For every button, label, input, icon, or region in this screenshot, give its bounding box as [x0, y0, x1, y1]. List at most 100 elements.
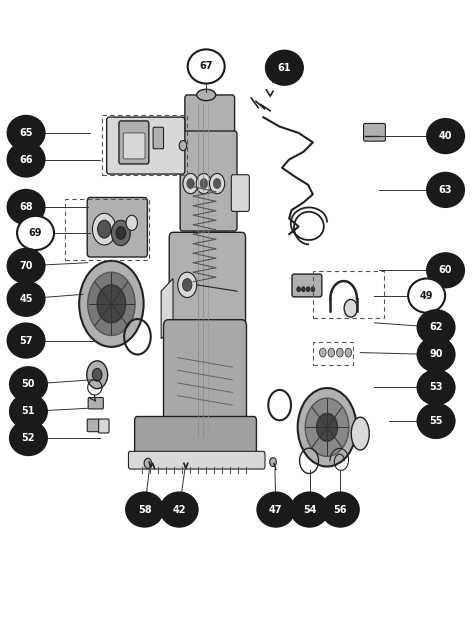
Circle shape: [200, 179, 208, 189]
Circle shape: [337, 348, 343, 357]
Circle shape: [92, 213, 116, 245]
Ellipse shape: [126, 492, 163, 527]
Ellipse shape: [8, 142, 45, 177]
Ellipse shape: [266, 51, 303, 85]
Text: 55: 55: [429, 416, 443, 426]
Circle shape: [311, 287, 315, 292]
Circle shape: [298, 388, 356, 467]
Circle shape: [182, 279, 192, 291]
Ellipse shape: [291, 492, 328, 527]
FancyBboxPatch shape: [123, 133, 145, 159]
Text: 45: 45: [19, 294, 33, 304]
Text: 57: 57: [19, 335, 33, 346]
Text: 65: 65: [19, 128, 33, 138]
Ellipse shape: [427, 119, 464, 153]
FancyBboxPatch shape: [185, 95, 235, 136]
Ellipse shape: [351, 417, 369, 450]
Ellipse shape: [161, 492, 198, 527]
Circle shape: [92, 368, 102, 381]
Ellipse shape: [418, 337, 455, 372]
Circle shape: [187, 179, 194, 189]
Circle shape: [87, 361, 108, 389]
Circle shape: [98, 220, 111, 238]
Ellipse shape: [8, 190, 45, 224]
Circle shape: [144, 458, 152, 468]
Circle shape: [305, 398, 349, 456]
Circle shape: [126, 215, 137, 230]
FancyBboxPatch shape: [135, 417, 256, 461]
Text: 47: 47: [269, 505, 283, 515]
Text: 56: 56: [334, 505, 347, 515]
Text: 60: 60: [439, 265, 452, 275]
Text: 40: 40: [439, 131, 452, 141]
Circle shape: [178, 272, 197, 298]
Ellipse shape: [10, 367, 47, 401]
FancyBboxPatch shape: [364, 123, 385, 141]
Text: 67: 67: [200, 61, 213, 72]
Text: 50: 50: [22, 379, 35, 389]
Ellipse shape: [8, 282, 45, 316]
Text: 69: 69: [29, 228, 42, 238]
FancyBboxPatch shape: [153, 127, 164, 149]
FancyBboxPatch shape: [128, 451, 265, 469]
Text: 49: 49: [420, 291, 433, 301]
Ellipse shape: [8, 116, 45, 150]
Ellipse shape: [10, 421, 47, 455]
Text: 52: 52: [22, 433, 35, 443]
Text: 51: 51: [22, 406, 35, 417]
FancyBboxPatch shape: [87, 197, 147, 257]
Ellipse shape: [197, 89, 216, 101]
Ellipse shape: [427, 253, 464, 287]
Ellipse shape: [418, 310, 455, 344]
Circle shape: [179, 141, 187, 151]
Text: 68: 68: [19, 202, 33, 212]
Text: 58: 58: [138, 505, 151, 515]
Bar: [65, 199, 149, 260]
Circle shape: [344, 299, 357, 317]
Ellipse shape: [408, 279, 445, 313]
Circle shape: [97, 285, 126, 323]
Bar: [313, 271, 384, 318]
Circle shape: [319, 348, 326, 357]
Circle shape: [213, 179, 221, 189]
FancyBboxPatch shape: [107, 117, 185, 174]
Text: 70: 70: [19, 261, 33, 271]
Text: 42: 42: [173, 505, 186, 515]
FancyBboxPatch shape: [180, 131, 237, 231]
Ellipse shape: [322, 492, 359, 527]
Circle shape: [306, 287, 310, 292]
FancyBboxPatch shape: [87, 419, 100, 432]
Circle shape: [196, 173, 211, 194]
Circle shape: [345, 348, 352, 357]
FancyBboxPatch shape: [164, 320, 246, 427]
Text: 63: 63: [439, 185, 452, 195]
Text: 54: 54: [303, 505, 316, 515]
Circle shape: [270, 458, 276, 467]
FancyBboxPatch shape: [169, 232, 246, 334]
Ellipse shape: [188, 49, 225, 84]
Circle shape: [79, 261, 144, 347]
Circle shape: [116, 227, 126, 239]
FancyBboxPatch shape: [193, 101, 216, 440]
Circle shape: [210, 173, 225, 194]
Ellipse shape: [10, 394, 47, 429]
Circle shape: [183, 173, 198, 194]
Polygon shape: [161, 279, 173, 339]
Text: 53: 53: [429, 382, 443, 392]
Ellipse shape: [17, 216, 54, 250]
Ellipse shape: [8, 323, 45, 358]
Circle shape: [317, 413, 337, 441]
FancyBboxPatch shape: [99, 419, 109, 433]
FancyBboxPatch shape: [292, 274, 322, 297]
Ellipse shape: [418, 404, 455, 438]
Text: 61: 61: [278, 63, 291, 73]
Text: 62: 62: [429, 322, 443, 332]
FancyBboxPatch shape: [88, 398, 103, 409]
Circle shape: [328, 348, 335, 357]
Text: 90: 90: [429, 349, 443, 360]
Ellipse shape: [257, 492, 294, 527]
Bar: [313, 342, 353, 365]
FancyBboxPatch shape: [231, 175, 249, 211]
Circle shape: [297, 287, 301, 292]
Ellipse shape: [418, 370, 455, 404]
